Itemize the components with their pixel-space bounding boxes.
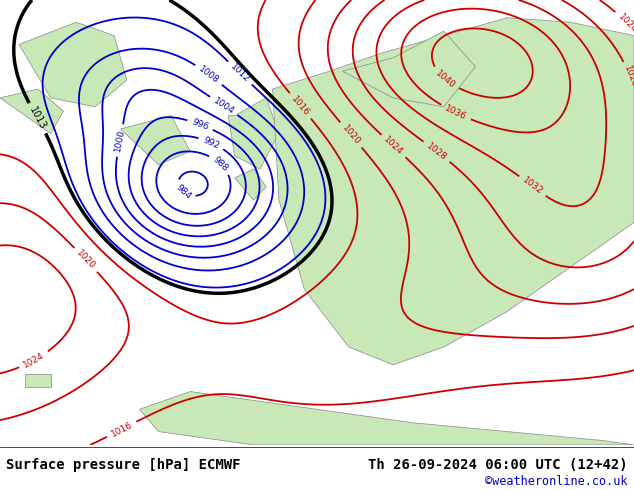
- Text: ©weatheronline.co.uk: ©weatheronline.co.uk: [485, 475, 628, 488]
- Text: 1004: 1004: [212, 96, 236, 116]
- Text: 1024: 1024: [382, 135, 405, 157]
- Text: 1028: 1028: [622, 65, 634, 89]
- Text: 1020: 1020: [75, 248, 97, 271]
- Polygon shape: [120, 116, 190, 165]
- Text: Surface pressure [hPa] ECMWF: Surface pressure [hPa] ECMWF: [6, 458, 241, 471]
- Polygon shape: [228, 98, 279, 169]
- Text: 1000: 1000: [113, 128, 127, 153]
- Polygon shape: [139, 392, 634, 445]
- Text: 996: 996: [191, 117, 210, 132]
- Text: 1008: 1008: [197, 64, 221, 85]
- Text: 1016: 1016: [290, 94, 311, 118]
- Polygon shape: [0, 89, 63, 133]
- Text: 1028: 1028: [425, 141, 448, 162]
- Polygon shape: [342, 31, 476, 107]
- Text: 1020: 1020: [340, 123, 362, 147]
- Text: 1024: 1024: [616, 12, 634, 35]
- Text: 1016: 1016: [109, 420, 134, 439]
- Text: 984: 984: [174, 183, 192, 201]
- Text: 1032: 1032: [521, 176, 544, 196]
- Text: Th 26-09-2024 06:00 UTC (12+42): Th 26-09-2024 06:00 UTC (12+42): [368, 458, 628, 471]
- Polygon shape: [273, 18, 634, 365]
- Polygon shape: [25, 374, 51, 387]
- Text: 1013: 1013: [27, 105, 48, 131]
- Text: 1024: 1024: [22, 351, 46, 369]
- Text: 1012: 1012: [229, 62, 251, 84]
- Text: 1040: 1040: [434, 68, 457, 90]
- Text: 992: 992: [202, 135, 221, 150]
- Polygon shape: [235, 169, 266, 200]
- Text: 1036: 1036: [444, 103, 468, 122]
- Text: 988: 988: [211, 155, 230, 173]
- Polygon shape: [19, 22, 127, 107]
